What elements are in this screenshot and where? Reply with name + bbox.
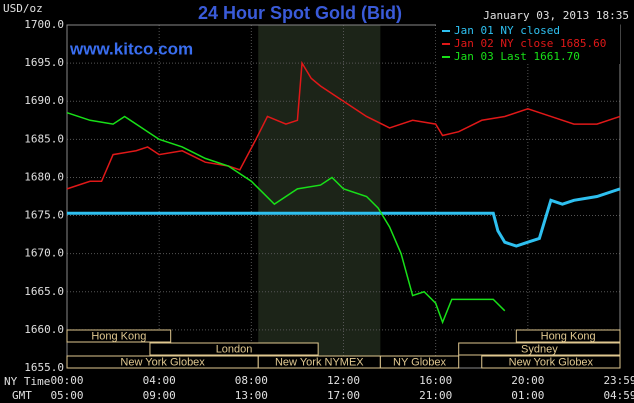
legend-box [436,24,620,64]
gmt-tick-label: 04:59 [603,389,634,402]
session-box [66,329,172,343]
y-tick-label: 1665.0 [24,285,64,298]
x-tick-label: 20:00 [511,374,544,387]
y-tick-label: 1690.0 [24,94,64,107]
session-label: Sydney [521,343,558,355]
session-label: London [216,343,253,355]
session-label: NY Globex [393,356,446,368]
session-box [481,355,621,369]
legend-label: Jan 03 Last 1661.70 [454,50,580,63]
series-line [66,111,506,325]
series-line [67,187,621,248]
gmt-tick-label: 05:00 [50,389,83,402]
session-label: New York NYMEX [275,356,364,368]
x-row-label: GMT [12,389,32,402]
session-box [515,329,621,343]
legend-label: Jan 02 NY close 1685.60 [454,37,606,50]
y-tick-label: 1670.0 [24,247,64,260]
session-label: Hong Kong [541,330,596,342]
gmt-tick-label: 17:00 [327,389,360,402]
chart-title: 24 Hour Spot Gold (Bid) [198,3,402,23]
gmt-tick-label: 21:00 [419,389,452,402]
session-box [149,342,319,356]
x-tick-label: 00:00 [50,374,83,387]
session-shade [258,25,381,368]
y-tick-label: 1655.0 [24,361,64,374]
legend-label: Jan 01 NY closed [454,24,560,37]
gmt-tick-label: 09:00 [143,389,176,402]
y-tick-label: 1695.0 [24,56,64,69]
x-tick-label: 23:59 [603,374,634,387]
y-axis-label: USD/oz [3,2,43,15]
y-tick-label: 1680.0 [24,170,64,183]
gmt-tick-label: 01:00 [511,389,544,402]
gmt-tick-label: 13:00 [235,389,268,402]
session-label: Hong Kong [91,330,146,342]
y-tick-label: 1685.0 [24,132,64,145]
x-tick-label: 04:00 [143,374,176,387]
x-row-label: NY Time [4,375,50,388]
x-tick-label: 16:00 [419,374,452,387]
y-tick-label: 1660.0 [24,323,64,336]
session-box [379,355,460,369]
timestamp: January 03, 2013 18:35 [483,9,629,22]
watermark: www.kitco.com [69,39,193,58]
series-line [66,60,621,190]
session-box [458,342,621,356]
session-label: New York Globex [120,356,205,368]
x-tick-label: 12:00 [327,374,360,387]
y-tick-label: 1700.0 [24,18,64,31]
x-tick-label: 08:00 [235,374,268,387]
session-label: New York Globex [509,356,594,368]
y-tick-label: 1675.0 [24,209,64,222]
